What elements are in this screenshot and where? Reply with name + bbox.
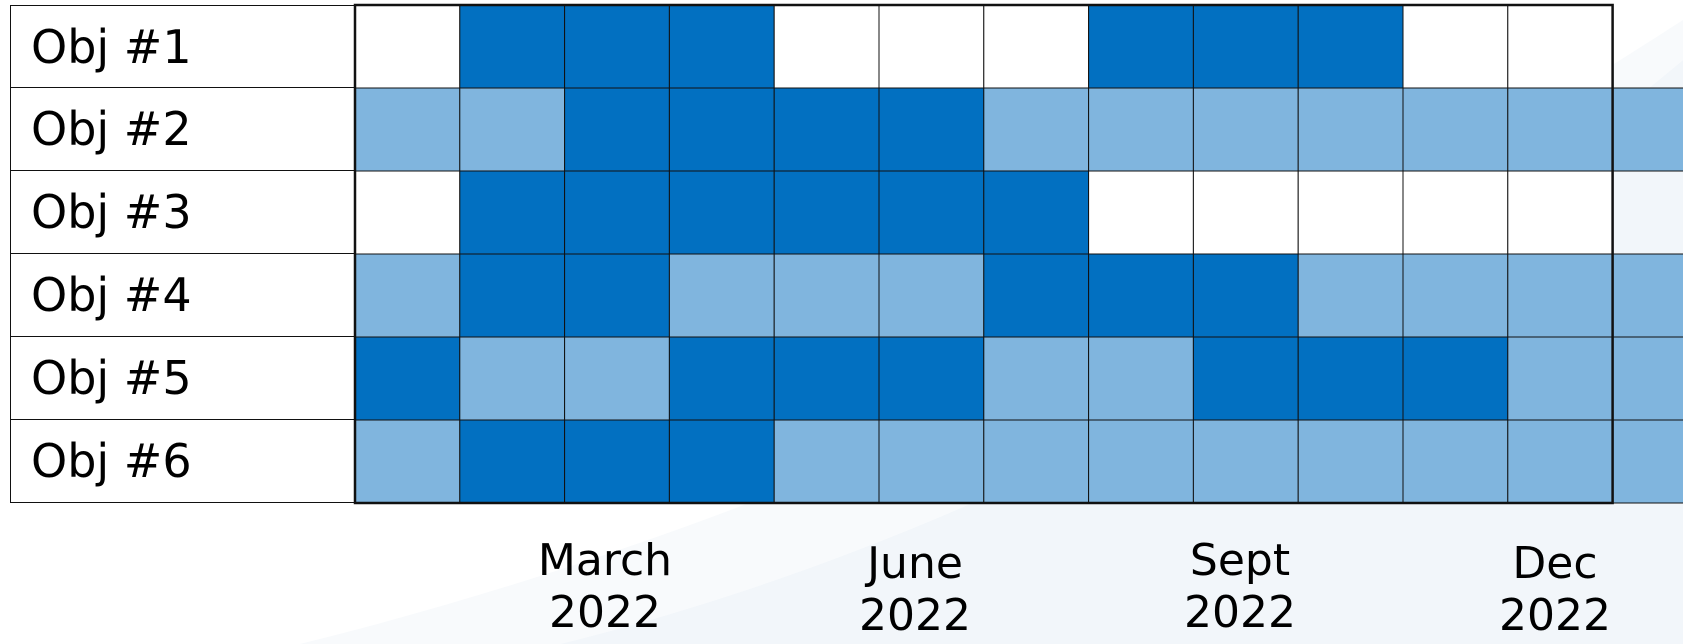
cell-r4-c3-dark bbox=[564, 253, 670, 338]
cell-r4-c9-dark bbox=[1192, 253, 1299, 338]
cell-r5-c10-dark bbox=[1297, 336, 1404, 421]
cell-r1-c9-dark bbox=[1192, 4, 1299, 89]
cell-r5-c12-light bbox=[1507, 336, 1614, 421]
cell-r1-c12-white bbox=[1507, 4, 1614, 89]
axis-year-march: 2022 bbox=[549, 587, 661, 638]
cell-r6-c7-light bbox=[983, 419, 1090, 504]
cell-r2-c5-dark bbox=[773, 87, 880, 172]
axis-year-sept: 2022 bbox=[1184, 587, 1296, 638]
axis-label-march: March 2022 bbox=[505, 535, 705, 639]
cell-r6-c5-light bbox=[773, 419, 880, 504]
cell-r4-c4-light bbox=[668, 253, 775, 338]
cell-r6-c4-dark bbox=[668, 419, 775, 504]
cell-r1-c4-dark bbox=[668, 4, 775, 89]
cell-r5-c5-dark bbox=[773, 336, 880, 421]
cell-r3-c12-white bbox=[1507, 170, 1614, 255]
axis-month-dec: Dec bbox=[1512, 538, 1598, 589]
cell-r3-c3-dark bbox=[564, 170, 670, 255]
cell-r6-c2-dark bbox=[459, 419, 566, 504]
axis-label-sept: Sept 2022 bbox=[1140, 535, 1340, 639]
axis-month-sept: Sept bbox=[1189, 535, 1291, 586]
cell-r6-c1-light bbox=[354, 419, 461, 504]
cell-r4-c11-light bbox=[1402, 253, 1509, 338]
cell-r5-c13-light bbox=[1612, 336, 1683, 421]
cell-r4-c8-dark bbox=[1088, 253, 1194, 338]
cell-r4-c13-light bbox=[1612, 253, 1683, 338]
cell-r2-c4-dark bbox=[668, 87, 775, 172]
axis-label-june: June 2022 bbox=[815, 538, 1015, 642]
cell-r5-c8-light bbox=[1088, 336, 1194, 421]
cell-r6-c8-light bbox=[1088, 419, 1194, 504]
cell-r6-c12-light bbox=[1507, 419, 1614, 504]
cell-r2-c7-light bbox=[983, 87, 1090, 172]
cell-r1-c6-white bbox=[878, 4, 985, 89]
cell-r5-c1-dark bbox=[354, 336, 461, 421]
axis-label-dec: Dec 2022 bbox=[1455, 538, 1655, 642]
cell-r1-c8-dark bbox=[1088, 4, 1194, 89]
row-label-obj-4: Obj #4 bbox=[10, 254, 354, 337]
cell-r5-c4-dark bbox=[668, 336, 775, 421]
axis-year-june: 2022 bbox=[859, 590, 971, 641]
cell-r4-c7-dark bbox=[983, 253, 1090, 338]
cell-r3-c1-white bbox=[354, 170, 461, 255]
cell-r4-c6-light bbox=[878, 253, 985, 338]
row-label-obj-3: Obj #3 bbox=[10, 171, 354, 254]
axis-month-june: June bbox=[867, 538, 963, 589]
cell-r1-c3-dark bbox=[564, 4, 670, 89]
axis-year-dec: 2022 bbox=[1499, 590, 1611, 641]
cell-r2-c13-light bbox=[1612, 87, 1683, 172]
cell-r2-c6-dark bbox=[878, 87, 985, 172]
cell-r3-c8-white bbox=[1088, 170, 1194, 255]
cell-r1-c1-white bbox=[354, 4, 461, 89]
cell-r1-c11-white bbox=[1402, 4, 1509, 89]
cell-r4-c10-light bbox=[1297, 253, 1404, 338]
cell-r5-c9-dark bbox=[1192, 336, 1299, 421]
cell-r2-c12-light bbox=[1507, 87, 1614, 172]
cell-r6-c6-light bbox=[878, 419, 985, 504]
cell-r3-c11-white bbox=[1402, 170, 1509, 255]
row-label-obj-5: Obj #5 bbox=[10, 337, 354, 420]
cell-r2-c10-light bbox=[1297, 87, 1404, 172]
cell-r3-c10-white bbox=[1297, 170, 1404, 255]
row-label-obj-6: Obj #6 bbox=[10, 420, 354, 503]
cell-r3-c6-dark bbox=[878, 170, 985, 255]
cell-r6-c11-light bbox=[1402, 419, 1509, 504]
cell-r4-c1-light bbox=[354, 253, 461, 338]
cell-r6-c10-light bbox=[1297, 419, 1404, 504]
cell-r5-c7-light bbox=[983, 336, 1090, 421]
cell-r1-c10-dark bbox=[1297, 4, 1404, 89]
cell-r6-c9-light bbox=[1192, 419, 1299, 504]
cell-r3-c4-dark bbox=[668, 170, 775, 255]
cell-r2-c8-light bbox=[1088, 87, 1194, 172]
cell-r4-c5-light bbox=[773, 253, 880, 338]
axis-month-march: March bbox=[537, 535, 673, 586]
cell-r5-c2-light bbox=[459, 336, 566, 421]
cell-r2-c9-light bbox=[1192, 87, 1299, 172]
cell-r4-c2-dark bbox=[459, 253, 566, 338]
cell-r4-c12-light bbox=[1507, 253, 1614, 338]
cell-r1-c7-white bbox=[983, 4, 1090, 89]
cell-r3-c2-dark bbox=[459, 170, 566, 255]
cell-r2-c11-light bbox=[1402, 87, 1509, 172]
cell-r1-c5-white bbox=[773, 4, 880, 89]
cell-r2-c1-light bbox=[354, 87, 461, 172]
cell-r6-c13-light bbox=[1612, 419, 1683, 504]
cell-r5-c3-light bbox=[564, 336, 670, 421]
cell-r1-c2-dark bbox=[459, 4, 566, 89]
cell-r3-c9-white bbox=[1192, 170, 1299, 255]
cell-r5-c6-dark bbox=[878, 336, 985, 421]
cell-r2-c3-dark bbox=[564, 87, 670, 172]
cell-r2-c2-light bbox=[459, 87, 566, 172]
cell-r6-c3-dark bbox=[564, 419, 670, 504]
cell-r3-c5-dark bbox=[773, 170, 880, 255]
grid-frame bbox=[353, 3, 1614, 505]
row-label-obj-1: Obj #1 bbox=[10, 5, 354, 88]
cell-r5-c11-dark bbox=[1402, 336, 1509, 421]
row-label-obj-2: Obj #2 bbox=[10, 88, 354, 171]
cell-r3-c7-dark bbox=[983, 170, 1090, 255]
